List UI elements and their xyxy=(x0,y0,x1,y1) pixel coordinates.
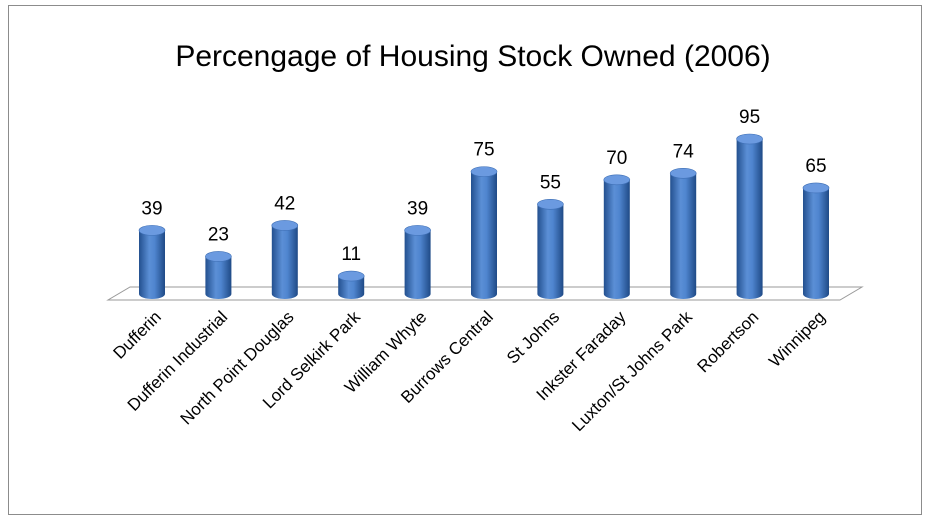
data-label: 70 xyxy=(606,148,627,169)
data-label: 39 xyxy=(141,198,162,219)
data-label: 55 xyxy=(540,172,561,193)
bar xyxy=(736,139,763,299)
bar-top xyxy=(537,198,564,210)
data-label: 65 xyxy=(805,156,826,177)
data-label: 75 xyxy=(473,140,494,161)
data-label: 11 xyxy=(341,244,361,265)
bar-top xyxy=(271,220,299,231)
bar-top xyxy=(337,270,365,282)
data-label: 74 xyxy=(673,141,695,162)
bar-top xyxy=(603,174,631,186)
bar-top xyxy=(404,225,431,236)
bar xyxy=(205,256,232,299)
bar xyxy=(404,230,431,299)
bar-top xyxy=(470,166,498,177)
data-label: 95 xyxy=(739,107,760,128)
bar xyxy=(670,173,697,299)
bar xyxy=(603,179,630,299)
bar xyxy=(271,225,298,299)
data-label: 39 xyxy=(407,198,428,219)
bar xyxy=(471,171,497,299)
data-label: 42 xyxy=(274,193,295,214)
chart-title: Percengage of Housing Stock Owned (2006) xyxy=(175,40,770,73)
data-label: 23 xyxy=(208,224,229,245)
bar-top xyxy=(736,133,763,145)
bar xyxy=(139,230,165,299)
bar xyxy=(338,276,365,299)
bar-top xyxy=(802,182,830,194)
bar-top xyxy=(138,225,166,236)
bar xyxy=(803,187,829,299)
bar-top xyxy=(205,251,232,262)
bar-top xyxy=(669,167,697,179)
bar xyxy=(537,204,564,299)
